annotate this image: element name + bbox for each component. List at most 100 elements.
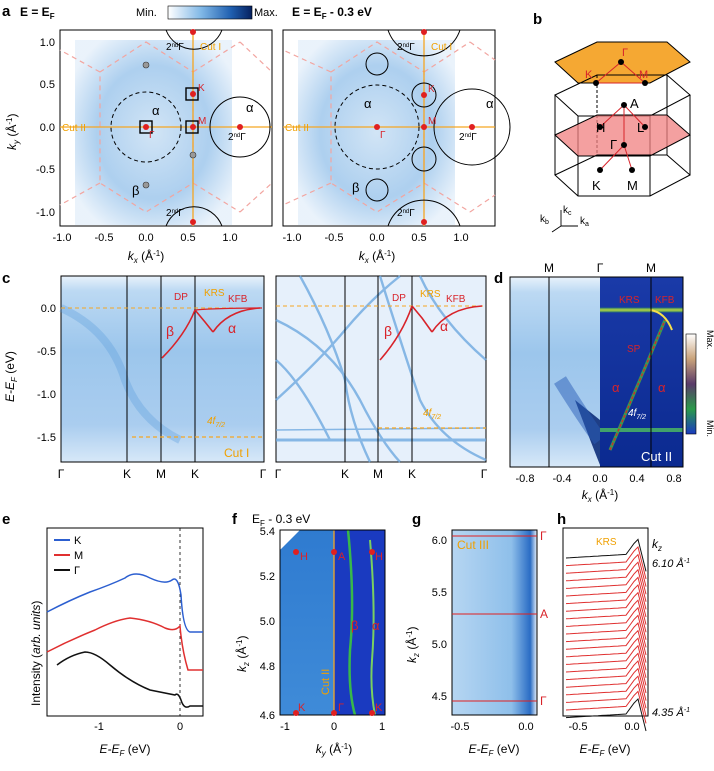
panel-c: c DP KRS KFB β α 4f7/2 Cut I [2, 270, 488, 481]
panel-d-xlabel: kx (Å-1) [582, 487, 618, 504]
dp-label-right: DP [392, 293, 406, 304]
panel-letter-b: b [533, 11, 542, 28]
kz-dispersion-map [451, 529, 538, 716]
kfb-label-d: KFB [655, 295, 675, 306]
panel-f-title: EF - 0.3 eV [252, 512, 310, 528]
panel-a: a E = EF Min. Max. E = EF - 0.3 eV [2, 3, 511, 265]
g-right-label-a: A [540, 607, 548, 621]
f-level-label-d: 4f7/2 [628, 408, 646, 421]
panel-e-xlabel: E-EF (eV) [100, 742, 151, 758]
ytick: 5.2 [260, 571, 275, 583]
panel-e: e K M Γ Intensity (arb. units) -1 0 E-EF… [2, 511, 204, 758]
panel-a-right-xlabel: kx (Å-1) [359, 248, 395, 265]
xtick: Γ [260, 467, 267, 481]
xtick: -1.0 [283, 232, 302, 244]
cut2-label-d: Cut II [641, 449, 672, 464]
xtick: Γ [58, 467, 65, 481]
xtick: 0.4 [629, 473, 644, 485]
axis-kb: kb [540, 214, 549, 226]
bz-label-l: L [637, 120, 644, 135]
xtick: K [341, 467, 349, 481]
high-symmetry-lines [594, 61, 647, 171]
panel-letter-g: g [412, 511, 421, 528]
h-label-f-left: H [300, 551, 308, 563]
panel-a-left-title: E = EF [20, 5, 55, 21]
beta-label-c: β [166, 323, 174, 339]
alpha-label-d-right: α [658, 380, 666, 395]
f-level-label-right: 4f7/2 [423, 408, 441, 421]
panel-letter-a: a [2, 3, 11, 20]
panel-h: h KRS kz 6.10 Å-1 4.35 Å-1 -0.5 0.0 E-EF… [557, 511, 690, 758]
second-gamma-top-left: 2ndΓ [166, 42, 184, 53]
xtick: K [123, 467, 131, 481]
gamma-label-left: Γ [149, 130, 155, 141]
cut1-spectrum-calculated [275, 275, 487, 463]
panel-d-top-labels: M Γ M [544, 261, 656, 275]
kz-label-h: kz [652, 537, 662, 553]
panel-g-ylabel: kz (Å-1) [404, 627, 421, 663]
bz-label-h: H [596, 120, 605, 135]
xtick: -0.8 [516, 473, 535, 485]
xtick: -1.0 [53, 232, 72, 244]
ytick: -0.5 [36, 164, 55, 176]
dp-label-left: DP [174, 292, 188, 303]
krs-label-right: KRS [420, 289, 441, 300]
panel-a-yticks: 1.0 0.5 0.0 -0.5 -1.0 [36, 37, 55, 219]
beta-label-right: β [352, 180, 359, 195]
xtick: 0.0 [624, 721, 639, 733]
kz-edc-curve [565, 606, 647, 640]
bz-label-a: A [630, 96, 639, 111]
colorbar [167, 5, 253, 20]
k-label-f-left: K [298, 702, 306, 714]
colorbar-min-label: Min. [136, 7, 157, 19]
kz-edc-curve [565, 698, 647, 732]
edc-gamma-curve [56, 651, 203, 708]
panel-f-xticks: -1 0 1 [280, 721, 385, 733]
ytick: 1.0 [40, 37, 55, 49]
ytick: -1.0 [36, 207, 55, 219]
panel-a-right-title: E = EF - 0.3 eV [292, 5, 372, 21]
h-label-f-right: H [375, 551, 383, 563]
xtick: Γ [481, 467, 488, 481]
gamma-label-f: Γ [338, 702, 344, 714]
kz-edc-curve [565, 614, 647, 648]
g-right-label-gamma-top: Γ [540, 529, 547, 543]
panel-d-xticks: -0.8 -0.4 0.0 0.4 0.8 [516, 473, 682, 485]
gamma-label-right: Γ [380, 130, 386, 141]
xtick: 0.5 [411, 232, 426, 244]
ytick: 4.6 [260, 710, 275, 722]
curvature-colorbar [685, 333, 697, 435]
bz-label-k-bar: K [585, 69, 593, 81]
cut1-label-left: Cut I [200, 42, 221, 53]
kz-edc-plot-area [562, 527, 649, 717]
bz-label-gamma-bar: Γ [622, 47, 628, 59]
panel-g-yticks: 6.0 5.5 5.0 4.5 [432, 535, 447, 703]
alpha-label-second-right: α [486, 96, 494, 111]
panel-letter-f: f [232, 511, 238, 528]
xtick: 0.8 [666, 473, 681, 485]
panel-g-xlabel: E-EF (eV) [469, 742, 520, 758]
panel-e-ylabel: Intensity (arb. units) [29, 601, 43, 706]
edc-m-curve [46, 617, 203, 671]
alpha-label-right: α [364, 96, 372, 111]
cut3-label: Cut III [457, 538, 489, 552]
gamma-plane-face [554, 114, 691, 157]
beta-pocket-left [110, 91, 182, 163]
krs-label-left: KRS [204, 288, 225, 299]
colorbar-max-d: Max. [705, 330, 714, 350]
alpha-pocket-second-left [209, 96, 271, 158]
edc-k-curve [46, 573, 203, 633]
panel-a-left-xlabel: kx (Å-1) [128, 248, 164, 265]
kfb-label-right: KFB [446, 294, 466, 305]
ytick: 5.5 [432, 587, 447, 599]
bz-label-m: M [627, 178, 638, 193]
alpha-pocket-second-right [433, 88, 511, 166]
beta-band-left [161, 309, 196, 359]
panel-letter-h: h [557, 511, 566, 528]
xtick: -1 [94, 721, 104, 733]
xtick: 1.0 [222, 232, 237, 244]
xtick: 1 [379, 721, 385, 733]
kz-top-value: 6.10 Å-1 [652, 557, 690, 570]
alpha-label-c: α [228, 320, 236, 336]
